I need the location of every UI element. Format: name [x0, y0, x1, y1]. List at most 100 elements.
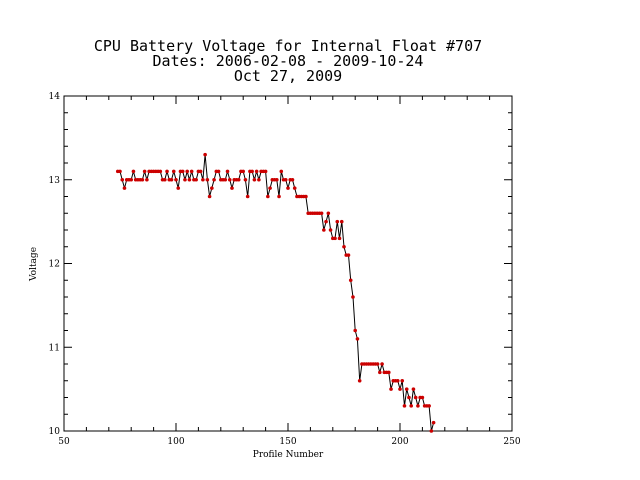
- voltage-data-point: [122, 186, 127, 190]
- voltage-data-point: [201, 177, 205, 182]
- voltage-data-point: [252, 177, 257, 182]
- voltage-data-point: [283, 177, 288, 182]
- voltage-data-point: [120, 177, 125, 182]
- voltage-data-point: [230, 186, 234, 190]
- chart-title-line-3: Oct 27, 2009: [234, 67, 342, 85]
- voltage-data-point: [163, 177, 167, 182]
- voltage-data-point: [176, 186, 181, 190]
- voltage-data-point: [131, 169, 136, 174]
- voltage-data-point: [400, 378, 405, 383]
- voltage-data-point: [375, 362, 380, 366]
- voltage-data-point: [223, 177, 228, 182]
- voltage-data-point: [203, 152, 207, 157]
- voltage-data-point: [351, 295, 355, 299]
- voltage-data-point: [335, 219, 340, 224]
- x-tick-label: 250: [503, 437, 520, 447]
- voltage-data-point: [420, 395, 425, 400]
- voltage-data-point: [337, 236, 342, 241]
- plot-area: 50 100 150 200 250 10 11 12 13 14: [49, 92, 521, 447]
- x-tick-label: 150: [279, 437, 296, 447]
- voltage-data-point: [180, 169, 185, 174]
- voltage-data-point: [389, 387, 393, 391]
- voltage-data-point: [183, 177, 187, 182]
- y-tick-label: 13: [49, 176, 61, 186]
- voltage-data-point: [243, 177, 248, 182]
- voltage-data-point: [328, 228, 333, 232]
- voltage-data-point: [212, 177, 216, 182]
- voltage-data-point: [241, 169, 245, 174]
- voltage-data-point: [185, 169, 189, 174]
- voltage-data-point: [339, 219, 344, 224]
- voltage-data-point: [245, 194, 250, 199]
- voltage-data-point: [198, 169, 203, 174]
- voltage-data-point: [427, 404, 431, 408]
- voltage-data-point: [407, 395, 411, 400]
- voltage-data-point: [353, 328, 358, 333]
- voltage-data-point: [387, 370, 391, 375]
- voltage-data-point: [290, 177, 295, 182]
- voltage-data-point: [411, 387, 416, 391]
- voltage-data-point: [431, 420, 436, 425]
- voltage-data-point: [118, 169, 122, 174]
- voltage-data-point: [207, 194, 212, 199]
- voltage-data-point: [266, 194, 270, 199]
- voltage-data-point: [227, 177, 232, 182]
- voltage-data-point: [404, 387, 409, 391]
- voltage-data-point: [380, 362, 384, 366]
- voltage-data-point: [395, 378, 400, 383]
- x-tick-label: 100: [167, 437, 184, 447]
- voltage-data-point: [319, 211, 324, 216]
- voltage-data-point: [398, 387, 402, 391]
- y-tick-label: 10: [49, 427, 61, 437]
- y-axis-label: Voltage: [29, 247, 39, 282]
- voltage-data-point: [236, 177, 241, 182]
- voltage-data-point: [250, 169, 254, 174]
- voltage-data-point: [402, 404, 407, 408]
- voltage-data-point: [416, 404, 420, 408]
- voltage-data-point: [194, 177, 198, 182]
- voltage-data-point: [333, 236, 337, 241]
- y-tick-label: 14: [49, 92, 61, 102]
- voltage-data-point: [378, 370, 382, 375]
- voltage-data-point: [324, 219, 328, 224]
- voltage-data-point: [304, 194, 308, 199]
- y-tick-label: 12: [49, 260, 60, 270]
- voltage-data-point: [187, 177, 192, 182]
- chart-title-line-1: CPU Battery Voltage for Internal Float #…: [94, 37, 482, 55]
- voltage-data-point: [145, 177, 149, 182]
- x-tick-label: 50: [58, 437, 70, 447]
- voltage-data-point: [277, 194, 281, 199]
- x-axis-label: Profile Number: [253, 450, 324, 460]
- voltage-data-point: [263, 169, 268, 174]
- voltage-data-point: [140, 177, 145, 182]
- voltage-data-point: [429, 429, 434, 433]
- voltage-data-point: [355, 337, 360, 341]
- y-tick-label: 11: [49, 343, 60, 353]
- voltage-data-point: [129, 177, 133, 182]
- voltage-data-point: [357, 378, 362, 383]
- voltage-data-point: [322, 228, 326, 232]
- voltage-data-point: [189, 169, 194, 174]
- voltage-data-point: [275, 177, 279, 182]
- voltage-data-point: [342, 244, 346, 249]
- voltage-data-point: [205, 177, 210, 182]
- voltage-data-point: [216, 169, 221, 174]
- voltage-data-point: [257, 177, 261, 182]
- voltage-data-point: [174, 177, 178, 182]
- voltage-data-point: [348, 278, 353, 283]
- voltage-data-point: [210, 186, 214, 190]
- voltage-data-point: [279, 169, 284, 174]
- chart-title: CPU Battery Voltage for Internal Float #…: [94, 37, 482, 85]
- voltage-data-point: [286, 186, 290, 190]
- x-tick-label: 200: [391, 437, 408, 447]
- voltage-data-point: [171, 169, 176, 174]
- chart-title-line-2: Dates: 2006-02-08 - 2009-10-24: [153, 52, 424, 70]
- voltage-data-point: [346, 253, 351, 257]
- voltage-data-point: [254, 169, 259, 174]
- voltage-data-point: [292, 186, 297, 190]
- voltage-data-point: [158, 169, 163, 174]
- voltage-data-point: [142, 169, 147, 174]
- voltage-data-point: [413, 395, 418, 400]
